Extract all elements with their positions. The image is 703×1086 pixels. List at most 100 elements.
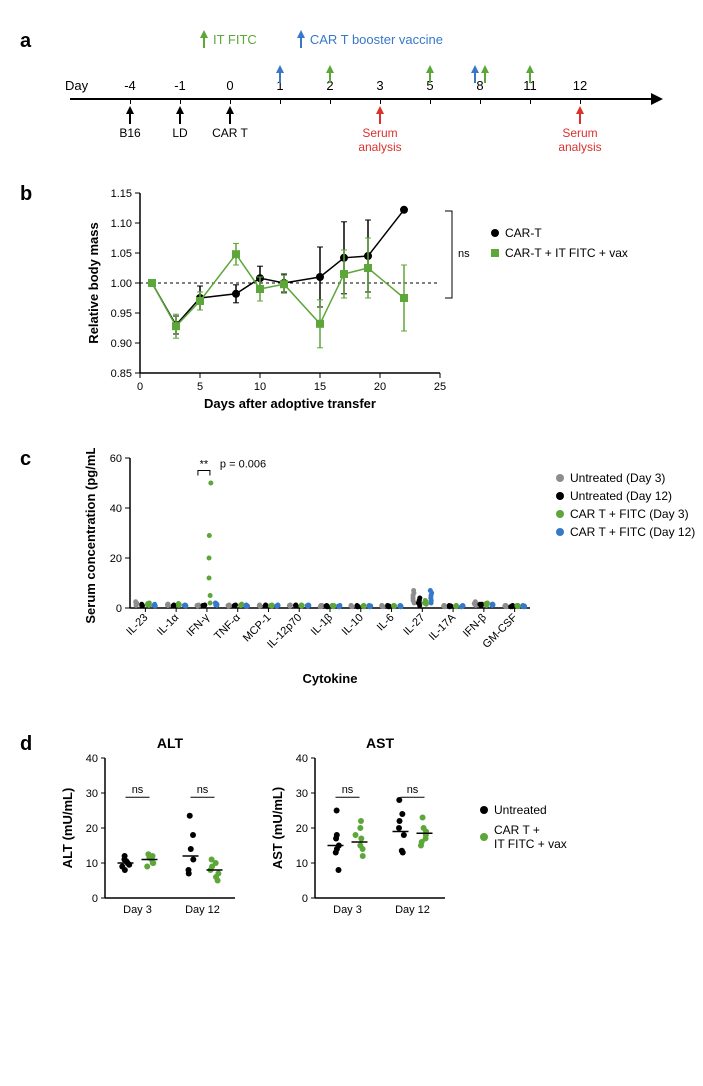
svg-text:ns: ns — [407, 784, 419, 796]
timeline-arrow — [126, 106, 134, 124]
timeline-arrow — [326, 65, 334, 83]
timeline-arrow — [276, 65, 284, 83]
panel-d-label: d — [20, 733, 32, 756]
svg-text:0.85: 0.85 — [111, 368, 132, 380]
timeline-tick-label: CAR T — [212, 126, 248, 140]
svg-text:IL-27: IL-27 — [401, 612, 427, 638]
svg-text:IFN-γ: IFN-γ — [185, 611, 213, 639]
svg-text:0: 0 — [92, 893, 98, 905]
svg-text:15: 15 — [314, 381, 326, 393]
panel-d-legend-item: CAR T + IT FITC + vax — [480, 823, 567, 851]
timeline-line — [70, 98, 653, 100]
svg-text:0: 0 — [302, 893, 308, 905]
svg-text:IL-6: IL-6 — [375, 612, 397, 634]
svg-text:GM-CSF: GM-CSF — [481, 611, 520, 650]
panel-c: c 0204060IL-23IL-1αIFN-γTNF-αMCP-1IL-12p… — [30, 448, 673, 703]
svg-text:ns: ns — [342, 784, 354, 796]
svg-text:IL-12p70: IL-12p70 — [265, 612, 304, 651]
svg-text:0: 0 — [137, 381, 143, 393]
svg-text:40: 40 — [110, 503, 122, 515]
svg-text:ns: ns — [458, 248, 470, 260]
svg-text:0.90: 0.90 — [111, 338, 132, 350]
svg-text:IL-1β: IL-1β — [309, 612, 335, 638]
svg-text:Days after adoptive transfer: Days after adoptive transfer — [204, 396, 376, 411]
svg-text:Day 12: Day 12 — [185, 904, 220, 916]
svg-text:20: 20 — [110, 553, 122, 565]
svg-text:5: 5 — [197, 381, 203, 393]
timeline-legend-item: IT FITC — [200, 30, 257, 48]
timeline-day: 3 — [376, 78, 383, 93]
svg-text:20: 20 — [86, 823, 98, 835]
svg-text:20: 20 — [374, 381, 386, 393]
timeline-day: 12 — [573, 78, 587, 93]
panel-a: a IT FITCCAR T booster vaccine Day -4B16… — [30, 30, 673, 153]
timeline-arrow — [376, 106, 384, 124]
panel-c-chart: 0204060IL-23IL-1αIFN-γTNF-αMCP-1IL-12p70… — [80, 448, 700, 698]
svg-text:AST: AST — [366, 735, 394, 751]
svg-text:20: 20 — [296, 823, 308, 835]
svg-text:Day 12: Day 12 — [395, 904, 430, 916]
svg-text:10: 10 — [86, 858, 98, 870]
svg-text:ALT (mU/mL): ALT (mU/mL) — [60, 788, 75, 869]
panel-b-chart: 05101520250.850.900.951.001.051.101.15Da… — [80, 183, 640, 413]
timeline-tick-label: B16 — [119, 126, 140, 140]
svg-text:CAR-T + IT FITC + vax: CAR-T + IT FITC + vax — [505, 246, 628, 260]
svg-text:40: 40 — [86, 753, 98, 765]
svg-text:Untreated (Day 12): Untreated (Day 12) — [570, 489, 672, 503]
panel-d-alt-chart: ALT010203040ALT (mU/mL)Day 3nsDay 12ns — [60, 733, 250, 933]
svg-text:IL-1α: IL-1α — [155, 611, 182, 638]
timeline-legend-item: CAR T booster vaccine — [297, 30, 443, 48]
svg-text:10: 10 — [296, 858, 308, 870]
svg-text:CAR-T: CAR-T — [505, 226, 542, 240]
svg-text:p = 0.006: p = 0.006 — [220, 459, 266, 471]
panel-a-label: a — [20, 30, 31, 53]
timeline-tick-label: Serumanalysis — [558, 126, 601, 154]
svg-text:IFN-β: IFN-β — [461, 612, 489, 640]
timeline-legend: IT FITC CAR T booster vaccine — [200, 30, 673, 48]
svg-text:1.15: 1.15 — [111, 188, 132, 200]
timeline-day: -1 — [174, 78, 186, 93]
svg-text:10: 10 — [254, 381, 266, 393]
svg-text:0: 0 — [116, 603, 122, 615]
svg-text:1.05: 1.05 — [111, 248, 132, 260]
panel-d: d ALT010203040ALT (mU/mL)Day 3nsDay 12ns… — [30, 733, 673, 933]
svg-text:IL-23: IL-23 — [124, 612, 150, 638]
svg-text:ALT: ALT — [157, 735, 184, 751]
timeline-arrow — [426, 65, 434, 83]
svg-text:Relative body mass: Relative body mass — [86, 222, 101, 343]
svg-text:40: 40 — [296, 753, 308, 765]
timeline-arrow — [471, 65, 479, 83]
svg-text:AST (mU/mL): AST (mU/mL) — [270, 787, 285, 869]
svg-text:25: 25 — [434, 381, 446, 393]
panel-b-label: b — [20, 183, 32, 206]
timeline-arrow — [226, 106, 234, 124]
panel-c-label: c — [20, 448, 31, 471]
timeline: IT FITCCAR T booster vaccine Day -4B16-1… — [70, 30, 673, 153]
svg-text:60: 60 — [110, 453, 122, 465]
svg-text:IL-17A: IL-17A — [427, 611, 459, 643]
svg-text:Day 3: Day 3 — [333, 904, 362, 916]
panel-d-ast-chart: AST010203040AST (mU/mL)Day 3nsDay 12ns — [270, 733, 460, 933]
svg-text:CAR T + FITC (Day 3): CAR T + FITC (Day 3) — [570, 507, 689, 521]
panel-d-legend: UntreatedCAR T + IT FITC + vax — [480, 803, 567, 857]
svg-text:ns: ns — [132, 784, 144, 796]
svg-text:TNF-α: TNF-α — [212, 611, 243, 642]
svg-text:30: 30 — [86, 788, 98, 800]
timeline-day: 0 — [226, 78, 233, 93]
timeline-tick-label: Serumanalysis — [358, 126, 401, 154]
svg-text:Serum concentration (pg/mL): Serum concentration (pg/mL) — [83, 448, 98, 624]
svg-text:CAR T + FITC (Day 12): CAR T + FITC (Day 12) — [570, 525, 695, 539]
svg-text:**: ** — [200, 459, 209, 471]
svg-text:ns: ns — [197, 784, 209, 796]
timeline-arrow — [176, 106, 184, 124]
timeline-arrowhead — [651, 93, 663, 105]
timeline-arrow — [481, 65, 489, 83]
svg-text:1.10: 1.10 — [111, 218, 132, 230]
timeline-arrow — [526, 65, 534, 83]
svg-text:Untreated (Day 3): Untreated (Day 3) — [570, 471, 665, 485]
timeline-arrow — [576, 106, 584, 124]
svg-text:1.00: 1.00 — [111, 278, 132, 290]
timeline-axis: -4B16-1LD0CAR T123Serumanalysis581112Ser… — [70, 63, 673, 153]
panel-b: b 05101520250.850.900.951.001.051.101.15… — [30, 183, 673, 418]
timeline-day: -4 — [124, 78, 136, 93]
